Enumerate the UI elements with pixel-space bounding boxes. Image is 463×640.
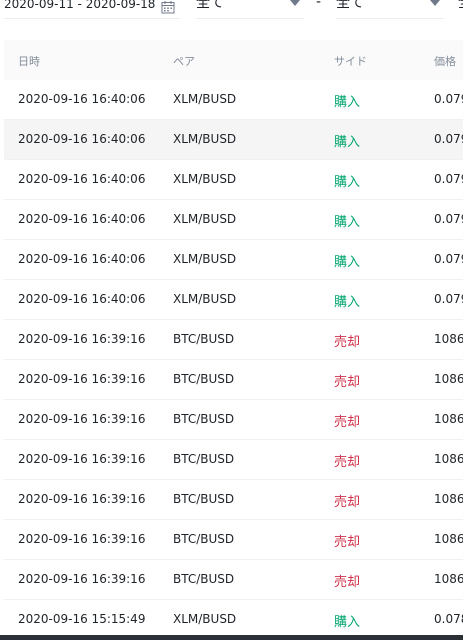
cell-time: 2020-09-16 16:39:16 — [18, 372, 146, 386]
filter-bar: 2020-09-11 - 2020-09-18 全て - 全て 全 — [0, 0, 463, 22]
table-row[interactable]: 2020-09-16 16:39:16 BTC/BUSD 売却 1086 — [4, 400, 463, 440]
filter-separator: - — [316, 0, 322, 10]
table-row[interactable]: 2020-09-16 16:40:06 XLM/BUSD 購入 0.079 — [4, 280, 463, 320]
cell-price: 1086 — [434, 452, 463, 466]
header-price: 価格 — [434, 55, 456, 68]
cell-pair: BTC/BUSD — [173, 372, 235, 386]
cell-side: 購入 — [334, 215, 361, 230]
table-row[interactable]: 2020-09-16 16:39:16 BTC/BUSD 売却 1086 — [4, 440, 463, 480]
cell-side: 購入 — [334, 175, 361, 190]
cell-price: 0.079 — [434, 292, 463, 306]
cell-pair: XLM/BUSD — [173, 132, 237, 146]
cell-side: 売却 — [334, 455, 361, 470]
table-row[interactable]: 2020-09-16 16:40:06 XLM/BUSD 購入 0.079 — [4, 80, 463, 120]
header-time: 日時 — [18, 55, 40, 68]
side-filter-select[interactable]: 全て — [196, 0, 304, 19]
cell-price: 1086 — [434, 532, 463, 546]
cell-price: 1086 — [434, 372, 463, 386]
cell-side: 購入 — [334, 95, 361, 110]
table-row[interactable]: 2020-09-16 16:40:06 XLM/BUSD 購入 0.079 — [4, 200, 463, 240]
cell-side: 購入 — [334, 615, 361, 630]
cell-pair: XLM/BUSD — [173, 212, 237, 226]
header-pair: ペア — [173, 55, 195, 68]
cell-time: 2020-09-16 15:15:49 — [18, 612, 146, 626]
cell-pair: BTC/BUSD — [173, 572, 235, 586]
cell-side: 購入 — [334, 255, 361, 270]
cell-price: 0.079 — [434, 132, 463, 146]
table-row[interactable]: 2020-09-16 16:39:16 BTC/BUSD 売却 1086 — [4, 480, 463, 520]
cell-time: 2020-09-16 16:39:16 — [18, 532, 146, 546]
cell-pair: BTC/BUSD — [173, 452, 235, 466]
cell-time: 2020-09-16 16:40:06 — [18, 212, 146, 226]
cell-pair: XLM/BUSD — [173, 612, 237, 626]
cell-time: 2020-09-16 16:39:16 — [18, 572, 146, 586]
cell-price: 1086 — [434, 492, 463, 506]
cell-price: 0.078 — [434, 612, 463, 626]
cell-pair: BTC/BUSD — [173, 492, 235, 506]
table-row[interactable]: 2020-09-16 16:39:16 BTC/BUSD 売却 1086 — [4, 360, 463, 400]
cell-time: 2020-09-16 16:40:06 — [18, 172, 146, 186]
date-range-picker[interactable]: 2020-09-11 - 2020-09-18 — [4, 0, 180, 19]
cell-time: 2020-09-16 16:40:06 — [18, 132, 146, 146]
extra-filter-value: 全 — [458, 0, 463, 12]
table-row[interactable]: 2020-09-16 16:40:06 XLM/BUSD 購入 0.079 — [4, 160, 463, 200]
table-body: 2020-09-16 16:40:06XLM/BUSD購入0.0792020-0… — [4, 80, 463, 640]
table-row[interactable]: 2020-09-16 16:39:16 BTC/BUSD 売却 1086 — [4, 520, 463, 560]
table-row[interactable]: 2020-09-16 16:39:16 BTC/BUSD 売却 1086 — [4, 320, 463, 360]
cell-price: 0.079 — [434, 252, 463, 266]
cell-price: 1086 — [434, 412, 463, 426]
table-row[interactable]: 2020-09-16 16:40:06 XLM/BUSD 購入 0.079 — [4, 240, 463, 280]
date-range-text: 2020-09-11 - 2020-09-18 — [4, 0, 156, 11]
cell-side: 購入 — [334, 295, 361, 310]
cell-time: 2020-09-16 16:39:16 — [18, 332, 146, 346]
pair-filter-select[interactable]: 全て — [336, 0, 444, 19]
table-row[interactable]: 2020-09-16 16:39:16 BTC/BUSD 売却 1086 — [4, 560, 463, 600]
cell-price: 1086 — [434, 332, 463, 346]
cell-price: 0.079 — [434, 92, 463, 106]
cell-pair: BTC/BUSD — [173, 532, 235, 546]
cell-pair: XLM/BUSD — [173, 172, 237, 186]
header-side: サイド — [334, 55, 367, 68]
cell-pair: XLM/BUSD — [173, 252, 237, 266]
cell-pair: BTC/BUSD — [173, 412, 235, 426]
cell-side: 売却 — [334, 335, 361, 350]
cell-price: 1086 — [434, 572, 463, 586]
table-header: 日時 ペア サイド 価格 — [4, 40, 463, 80]
cell-time: 2020-09-16 16:39:16 — [18, 412, 146, 426]
cell-time: 2020-09-16 16:39:16 — [18, 492, 146, 506]
chevron-down-icon — [290, 0, 300, 6]
cell-side: 売却 — [334, 575, 361, 590]
extra-filter-select[interactable]: 全 — [458, 0, 463, 18]
cell-time: 2020-09-16 16:39:16 — [18, 452, 146, 466]
chevron-down-icon — [430, 0, 440, 6]
cell-price: 0.079 — [434, 172, 463, 186]
pair-filter-value: 全て — [336, 0, 364, 11]
cell-time: 2020-09-16 16:40:06 — [18, 92, 146, 106]
cell-price: 0.079 — [434, 212, 463, 226]
cell-pair: XLM/BUSD — [173, 292, 237, 306]
cell-side: 売却 — [334, 415, 361, 430]
cell-pair: XLM/BUSD — [173, 92, 237, 106]
table-row[interactable]: 2020-09-16 16:40:06 XLM/BUSD 購入 0.079 — [4, 120, 463, 160]
table-row[interactable]: 2020-09-16 15:15:49 XLM/BUSD 購入 0.078 — [4, 600, 463, 640]
cell-time: 2020-09-16 16:40:06 — [18, 252, 146, 266]
calendar-icon[interactable] — [161, 0, 175, 14]
bottom-bar — [0, 635, 463, 640]
trade-history-table: 日時 ペア サイド 価格 2020-09-16 16:40:06 XLM/BUSD… — [4, 40, 463, 640]
cell-side: 売却 — [334, 375, 361, 390]
cell-side: 売却 — [334, 535, 361, 550]
cell-pair: BTC/BUSD — [173, 332, 235, 346]
cell-side: 売却 — [334, 495, 361, 510]
cell-time: 2020-09-16 16:40:06 — [18, 292, 146, 306]
side-filter-value: 全て — [196, 0, 224, 11]
cell-side: 購入 — [334, 135, 361, 150]
